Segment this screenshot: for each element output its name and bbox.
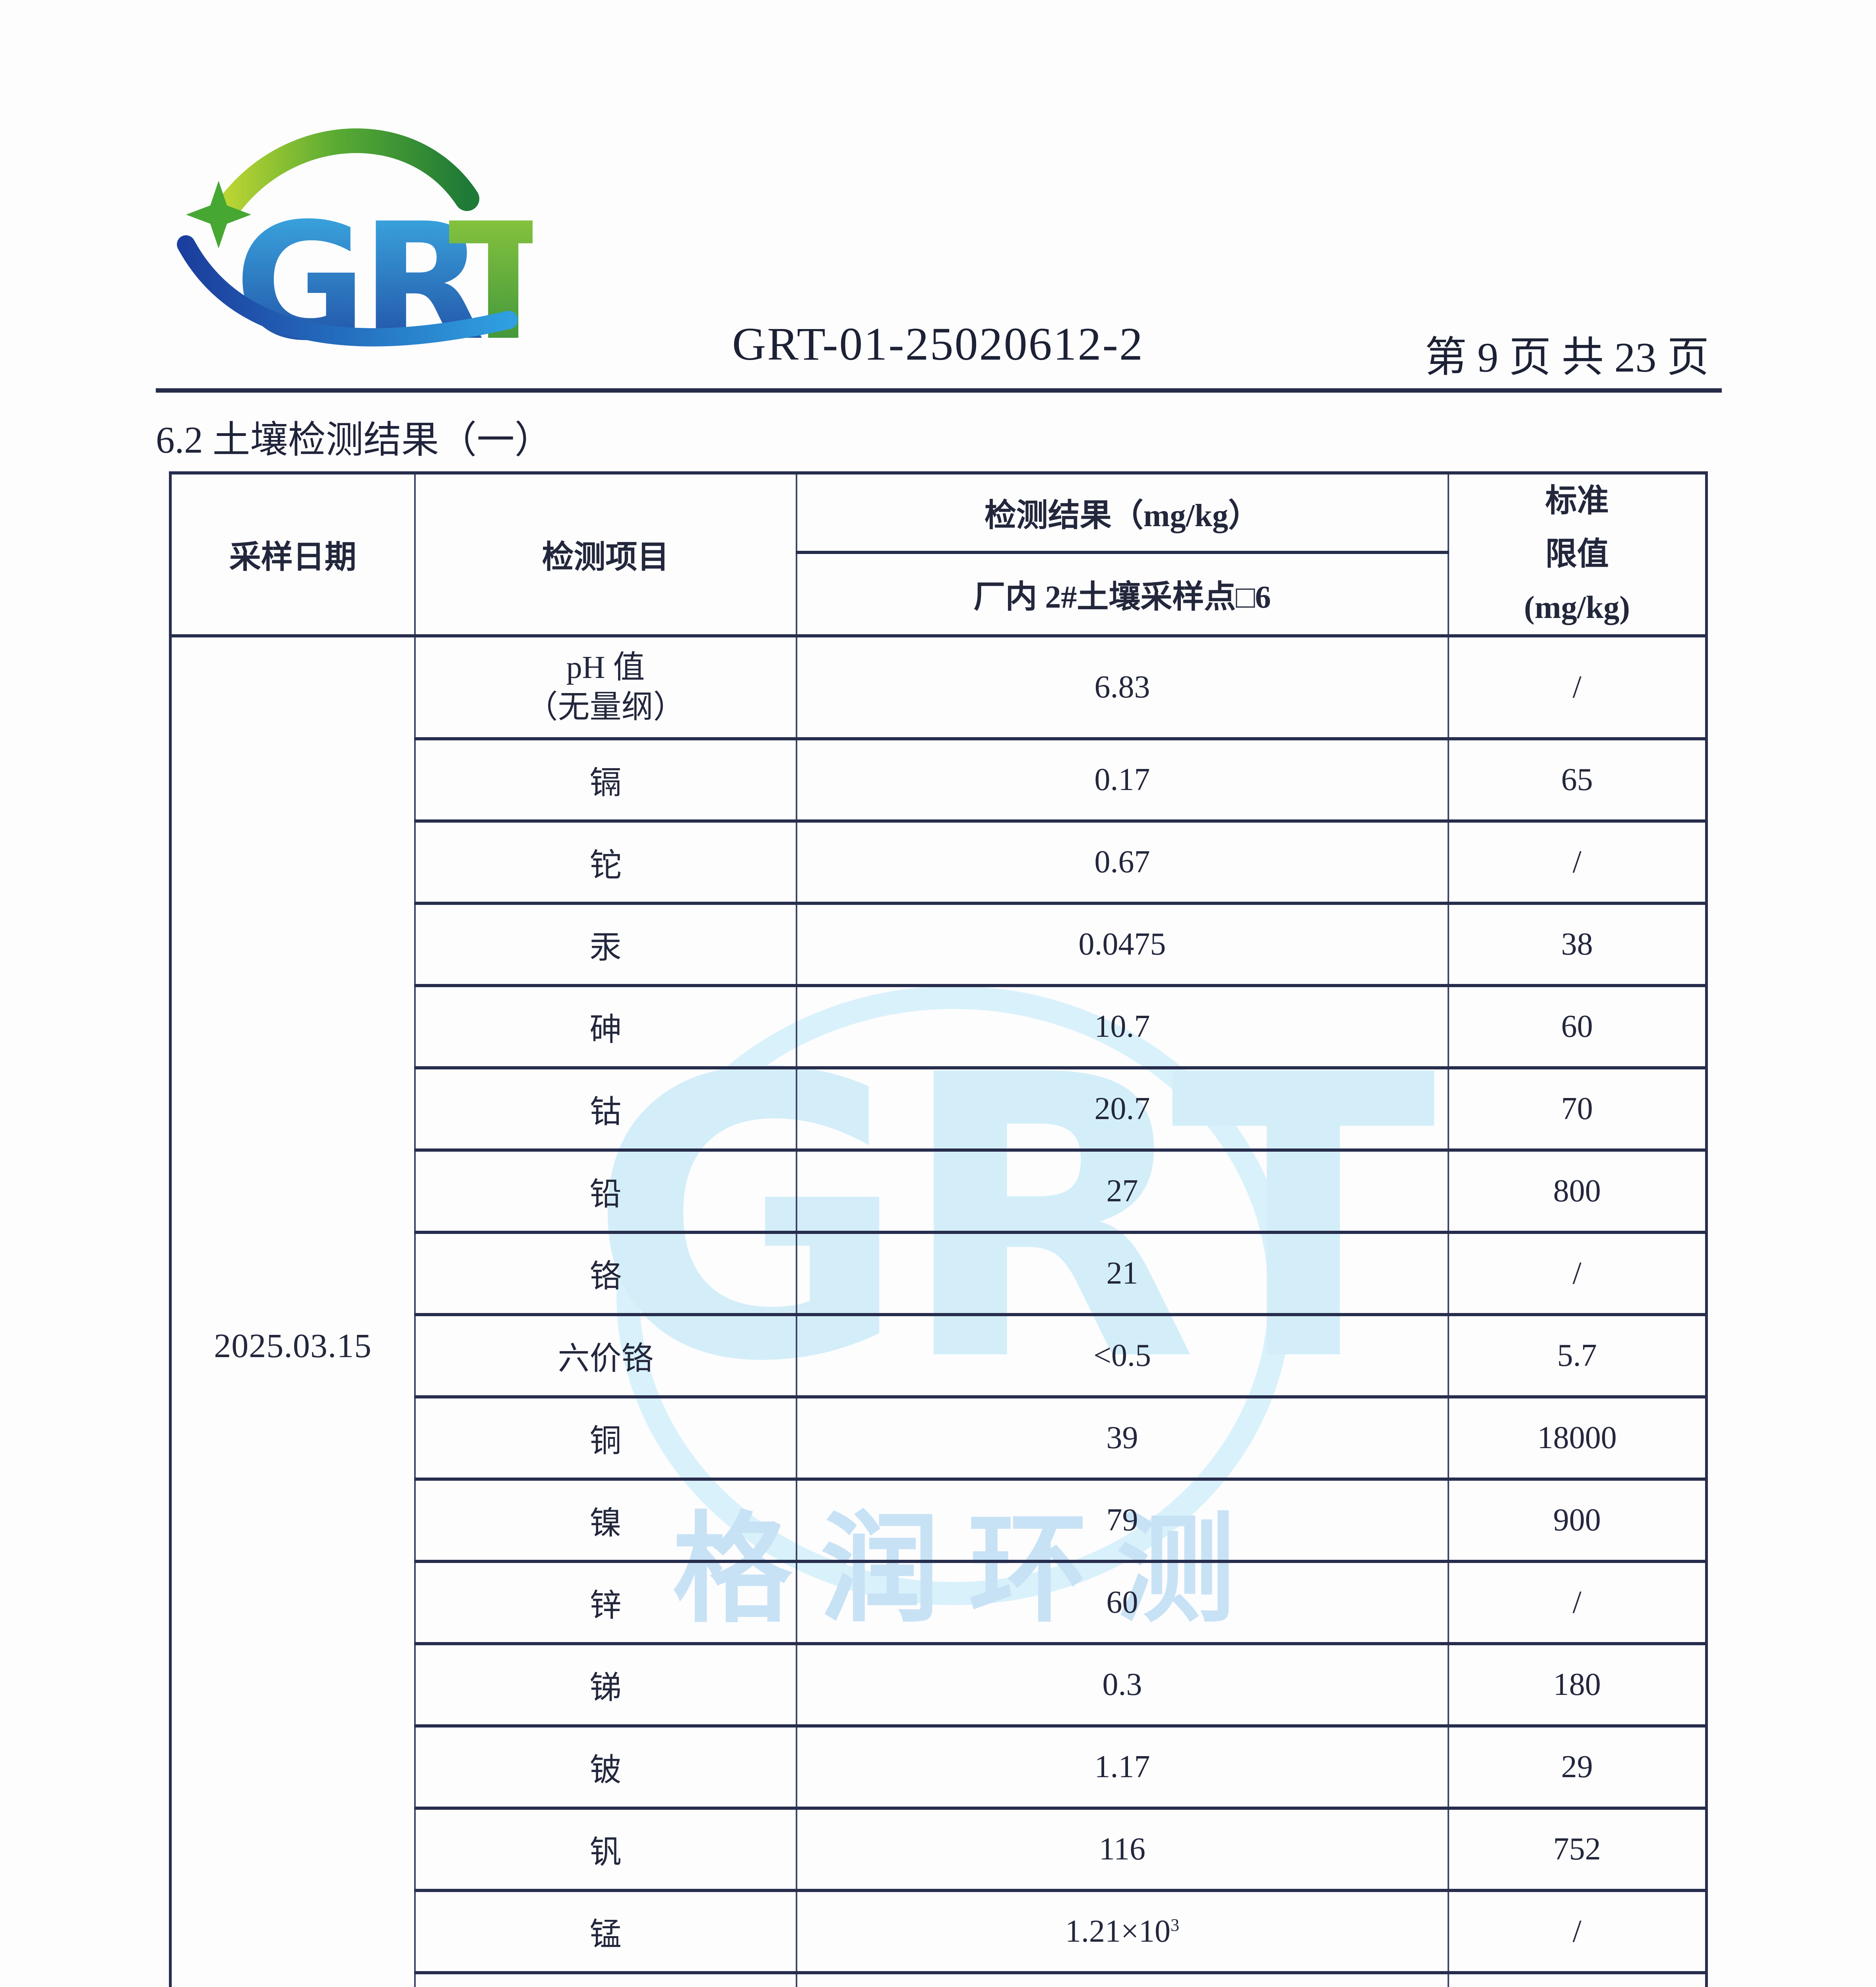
item-cell: 钴 — [414, 1066, 797, 1152]
page-indicator: 第 9 页 共 23 页 — [1424, 334, 1709, 381]
item-cell: 铜 — [414, 1395, 797, 1481]
table-header-row-2: 厂内 2#土壤采样点□6 — [171, 550, 1707, 638]
limit-cell: / — [1447, 1889, 1707, 1974]
logo-star-icon — [186, 181, 251, 248]
table-header-row-1: 采样日期 检测项目 检测结果（mg/kg） 标准 限值 (mg/kg) — [169, 471, 1707, 637]
column-header-item: 检测项目 — [414, 471, 797, 637]
item-cell: 钡 — [414, 1971, 797, 1987]
soil-results-table: 采样日期 检测项目 检测结果（mg/kg） 标准 限值 (mg/kg) 厂内 2… — [169, 471, 1708, 1987]
logo-top-arc — [216, 128, 479, 219]
limit-cell: / — [1447, 1231, 1707, 1316]
table-row: 钒 116 752 — [171, 1807, 1707, 1892]
item-cell: 铍 — [414, 1724, 797, 1810]
limit-cell: 60 — [1447, 984, 1707, 1069]
logo-bottom-swoosh — [177, 235, 518, 347]
table-row: 锰 1.21×103/ — [171, 1889, 1707, 1974]
item-cell: 锰 — [414, 1889, 797, 1974]
item-cell: 铊 — [414, 819, 797, 905]
result-cell: 611 — [795, 1971, 1449, 1987]
limit-cell: / — [1447, 1560, 1707, 1645]
limit-cell: 752 — [1447, 1807, 1707, 1892]
result-cell: 79 — [795, 1478, 1449, 1563]
document-number: GRT-01-25020612-2 — [732, 318, 1144, 370]
item-cell: pH 值（无量纲） — [414, 634, 797, 740]
result-cell: 21 — [795, 1231, 1449, 1316]
item-cell: 镉 — [414, 737, 797, 823]
result-cell: 116 — [795, 1807, 1449, 1892]
section-title: 6.2 土壤检测结果（一） — [156, 419, 552, 461]
limit-cell: 900 — [1447, 1478, 1707, 1563]
sample-date-cell: 2025.03.15 — [169, 634, 416, 1987]
table-row: 汞 0.0475 38 — [171, 902, 1707, 987]
table-row: 锑 0.3 180 — [171, 1642, 1707, 1727]
table-row: 铍 1.17 29 — [171, 1724, 1707, 1810]
limit-header-line1: 标准 — [1545, 484, 1609, 519]
limit-cell: 70 — [1447, 1066, 1707, 1152]
column-header-limit: 标准 限值 (mg/kg) — [1447, 471, 1707, 637]
result-cell: 1.21×103 — [795, 1889, 1449, 1974]
item-cell: 锑 — [414, 1642, 797, 1727]
result-cell: 20.7 — [795, 1066, 1449, 1152]
limit-cell: 800 — [1447, 1148, 1707, 1234]
item-cell: 锌 — [414, 1560, 797, 1645]
limit-cell: 180 — [1447, 1642, 1707, 1727]
limit-cell: / — [1447, 634, 1707, 740]
limit-cell: 65 — [1447, 737, 1707, 823]
result-cell: 27 — [795, 1148, 1449, 1234]
limit-cell: / — [1447, 1971, 1707, 1987]
result-cell: 60 — [795, 1560, 1449, 1645]
result-cell: 0.0475 — [795, 902, 1449, 987]
item-cell: 铬 — [414, 1231, 797, 1316]
item-cell: 砷 — [414, 984, 797, 1069]
grt-logo-graphic: GR T — [177, 128, 559, 376]
limit-cell: 29 — [1447, 1724, 1707, 1810]
item-cell: 汞 — [414, 902, 797, 987]
table-row: 镉 0.17 65 — [171, 737, 1707, 823]
limit-cell: 5.7 — [1447, 1313, 1707, 1398]
table-data-rows: 2025.03.15 pH 值（无量纲） 6.83/镉 0.17 65 铊 0.67/汞 0.… — [169, 634, 1707, 1987]
limit-header-line2: 限值 — [1545, 537, 1609, 572]
column-header-date: 采样日期 — [169, 471, 416, 637]
item-cell: 镍 — [414, 1478, 797, 1563]
table-row: 铊 0.67/ — [171, 819, 1707, 905]
limit-cell: 38 — [1447, 902, 1707, 987]
result-cell: 6.83 — [795, 634, 1449, 740]
item-cell: 六价铬 — [414, 1313, 797, 1398]
result-cell: 39 — [795, 1395, 1449, 1481]
table-row: 2025.03.15 pH 值（无量纲） 6.83/ — [169, 634, 1707, 1987]
grt-logo: GR T — [159, 113, 559, 376]
result-cell: 0.17 — [795, 737, 1449, 823]
result-cell: 0.67 — [795, 819, 1449, 905]
limit-cell: / — [1447, 819, 1707, 905]
limit-header-line3: (mg/kg) — [1524, 590, 1630, 625]
result-cell: 0.3 — [795, 1642, 1449, 1727]
column-header-result-group: 检测结果（mg/kg） — [795, 471, 1449, 554]
item-cell: 铅 — [414, 1148, 797, 1234]
result-cell: 1.17 — [795, 1724, 1449, 1810]
result-cell: 10.7 — [795, 984, 1449, 1069]
item-cell: 钒 — [414, 1807, 797, 1892]
table-row: 钡611/ — [171, 1971, 1707, 1987]
header-divider — [156, 388, 1722, 393]
column-header-sampling-point: 厂内 2#土壤采样点□6 — [795, 550, 1449, 638]
result-cell: <0.5 — [795, 1313, 1449, 1398]
limit-cell: 18000 — [1447, 1395, 1707, 1481]
